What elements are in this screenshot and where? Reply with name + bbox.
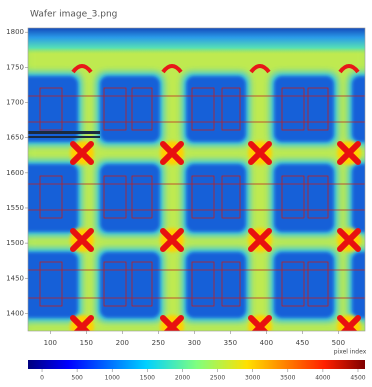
blue-cell bbox=[186, 252, 246, 318]
y-tick-label: 1400 bbox=[6, 309, 24, 317]
colorbar-tick-label: 3000 bbox=[245, 375, 260, 382]
colorbar-tick-label: 4000 bbox=[315, 375, 330, 382]
dark-marker bbox=[28, 131, 100, 134]
y-tick-label: 1450 bbox=[6, 274, 24, 282]
x-tick-label: 350 bbox=[224, 339, 237, 347]
blue-cell bbox=[352, 164, 365, 232]
red-box bbox=[103, 261, 127, 307]
x-tick-label: 200 bbox=[116, 339, 129, 347]
blue-cell bbox=[100, 164, 160, 232]
colorbar-tick-label: 1500 bbox=[140, 375, 155, 382]
red-box bbox=[131, 175, 153, 219]
hot-spot bbox=[160, 141, 184, 165]
red-box bbox=[281, 87, 305, 131]
y-tick-label: 1800 bbox=[6, 28, 24, 36]
red-box bbox=[103, 87, 127, 131]
colorbar-tick-label: 1000 bbox=[105, 375, 120, 382]
red-box bbox=[307, 87, 329, 131]
red-box bbox=[39, 175, 63, 219]
x-tick-label: 100 bbox=[44, 339, 57, 347]
blue-cell bbox=[100, 76, 160, 142]
red-box bbox=[191, 87, 215, 131]
red-box bbox=[131, 261, 153, 307]
red-box bbox=[131, 87, 153, 131]
red-box bbox=[191, 175, 215, 219]
hot-arc bbox=[161, 64, 183, 74]
y-tick-label: 1550 bbox=[6, 204, 24, 212]
dark-marker bbox=[28, 136, 100, 138]
x-tick-label: 400 bbox=[260, 339, 273, 347]
blue-cell bbox=[100, 252, 160, 318]
red-box bbox=[39, 261, 63, 307]
red-box bbox=[307, 175, 329, 219]
plot-frame bbox=[27, 27, 366, 332]
red-box bbox=[191, 261, 215, 307]
x-tick-label: 450 bbox=[296, 339, 309, 347]
y-tick-label: 1600 bbox=[6, 169, 24, 177]
blue-cell bbox=[28, 252, 78, 318]
red-box bbox=[221, 175, 241, 219]
hot-arc bbox=[338, 64, 360, 74]
y-tick-label: 1650 bbox=[6, 134, 24, 142]
hot-arc bbox=[249, 64, 271, 74]
colorbar-tick-label: 4500 bbox=[350, 375, 365, 382]
blue-cell bbox=[352, 76, 365, 142]
blue-cell bbox=[28, 76, 78, 142]
hot-arc bbox=[71, 64, 93, 74]
hot-spot bbox=[248, 228, 272, 252]
x-tick-label: 150 bbox=[80, 339, 93, 347]
red-box bbox=[39, 87, 63, 131]
top-band bbox=[28, 28, 365, 54]
y-tick-label: 1500 bbox=[6, 239, 24, 247]
blue-cell bbox=[186, 76, 246, 142]
hot-spot bbox=[70, 141, 94, 165]
hot-spot bbox=[248, 141, 272, 165]
colorbar-tick-label: 2000 bbox=[175, 375, 190, 382]
red-box bbox=[281, 175, 305, 219]
hot-spot bbox=[248, 315, 272, 331]
hot-spot bbox=[160, 315, 184, 331]
colorbar-tick-label: 3500 bbox=[280, 375, 295, 382]
red-box bbox=[221, 261, 241, 307]
blue-cell bbox=[186, 164, 246, 232]
colorbar-tick-label: 500 bbox=[71, 375, 83, 382]
hot-spot bbox=[337, 141, 361, 165]
hot-spot bbox=[337, 228, 361, 252]
blue-cell bbox=[28, 164, 78, 232]
hot-spot bbox=[337, 315, 361, 331]
x-tick-label: 300 bbox=[188, 339, 201, 347]
red-box bbox=[103, 175, 127, 219]
y-tick-label: 1700 bbox=[6, 99, 24, 107]
red-box bbox=[281, 261, 305, 307]
x-tick-label: 500 bbox=[332, 339, 345, 347]
colorbar-tick-label: 0 bbox=[40, 375, 44, 382]
y-tick-label: 1750 bbox=[6, 63, 24, 71]
blue-cell bbox=[352, 252, 365, 318]
x-axis-label: pixel index bbox=[334, 349, 367, 356]
colorbar bbox=[28, 360, 365, 369]
hot-spot bbox=[70, 228, 94, 252]
chart-title: Wafer image_3.png bbox=[30, 10, 117, 20]
x-tick-label: 250 bbox=[152, 339, 165, 347]
red-box bbox=[307, 261, 329, 307]
hot-spot bbox=[160, 228, 184, 252]
colorbar-tick-label: 2500 bbox=[210, 375, 225, 382]
hot-spot bbox=[70, 315, 94, 331]
red-box bbox=[221, 87, 241, 131]
heatmap-image bbox=[28, 28, 365, 331]
